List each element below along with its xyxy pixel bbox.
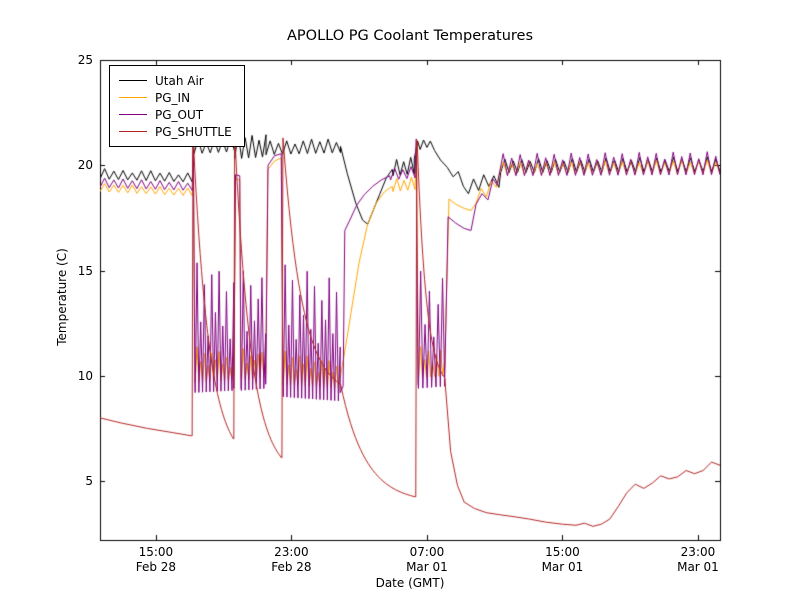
x-tick-label-line: 23:00 [274,545,309,559]
x-tick-label-line: 15:00 [545,545,580,559]
legend-line-swatch [119,114,147,115]
legend: Utah Air PG_IN PG_OUT PG_SHUTTLE [109,65,245,147]
x-tick-label: 15:00 Feb 28 [121,545,191,575]
x-tick-label-line: 07:00 [409,545,445,559]
x-tick-label-line: Mar 01 [677,560,719,574]
x-tick-label-line: Feb 28 [135,560,177,574]
legend-entry-pg-shuttle: PG_SHUTTLE [119,123,232,140]
x-tick-label-line: Mar 01 [541,560,584,574]
y-tick-label: 25 [77,53,93,67]
y-tick-label: 20 [77,158,93,173]
legend-entry-pg-out: PG_OUT [119,106,232,123]
legend-entry-pg-in: PG_IN [119,89,232,106]
legend-line-swatch [119,131,147,132]
legend-label: Utah Air [155,73,204,88]
x-tick-label-line: Mar 01 [406,560,448,574]
chart-title: APOLLO PG Coolant Temperatures [287,28,533,44]
legend-label: PG_IN [155,90,191,105]
legend-line-swatch [119,97,147,98]
x-tick-label-line: 15:00 [138,545,174,559]
x-tick-label: 23:00 Feb 28 [256,545,326,575]
legend-label: PG_SHUTTLE [155,124,232,139]
y-tick-label: 5 [85,474,93,489]
x-tick-label-line: Feb 28 [271,560,312,574]
x-axis-label: Date (GMT) [375,576,445,590]
legend-entry-utah-air: Utah Air [119,72,232,89]
x-tick-label: 07:00 Mar 01 [392,545,462,575]
x-tick-label: 23:00 Mar 01 [663,545,733,575]
legend-line-swatch [119,80,147,81]
legend-label: PG_OUT [155,107,204,122]
x-tick-label: 15:00 Mar 01 [527,545,597,575]
x-tick-label-line: 23:00 [680,545,716,559]
y-tick-label: 10 [77,368,93,383]
y-tick-label: 15 [77,263,93,278]
